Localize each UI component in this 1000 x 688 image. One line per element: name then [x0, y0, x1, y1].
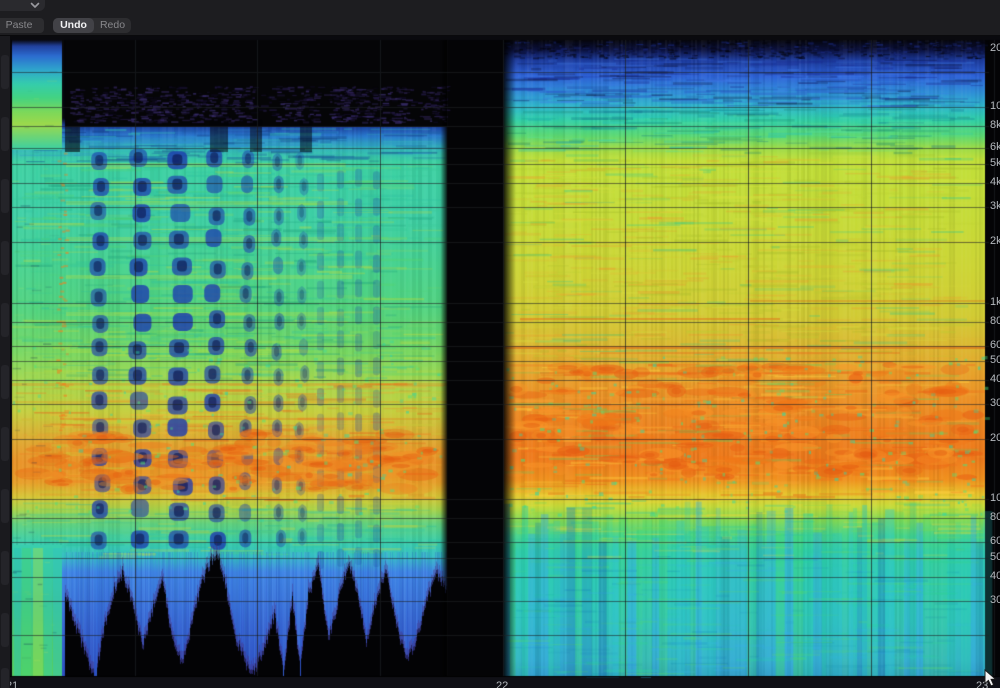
undo-redo-group: Undo Redo: [53, 18, 131, 33]
panel-strip-item: [1, 55, 9, 89]
paste-button[interactable]: Paste: [0, 18, 44, 33]
undo-button[interactable]: Undo: [53, 18, 94, 33]
time-label: 21: [6, 680, 19, 688]
chevron-down-icon: [30, 2, 40, 8]
panel-strip-item: [1, 179, 9, 213]
panel-strip-item: [1, 668, 9, 688]
panel-strip-item: [1, 303, 9, 337]
time-label: 23: [976, 680, 989, 688]
mouse-cursor-icon: [984, 668, 997, 688]
left-panel-strip: [0, 35, 10, 688]
toolbar: Paste Undo Redo: [0, 0, 1000, 36]
panel-strip-item: [1, 427, 9, 461]
redo-button[interactable]: Redo: [94, 18, 131, 33]
panel-strip-item: [1, 365, 9, 399]
preset-dropdown[interactable]: [0, 0, 45, 11]
time-label: 22: [496, 680, 509, 688]
panel-strip-item: [1, 117, 9, 151]
panel-strip-item: [1, 489, 9, 523]
panel-strip-item: [1, 241, 9, 275]
panel-strip-item: [1, 613, 9, 647]
panel-strip-item: [1, 551, 9, 585]
time-ruler[interactable]: 21 22 23: [0, 676, 1000, 688]
